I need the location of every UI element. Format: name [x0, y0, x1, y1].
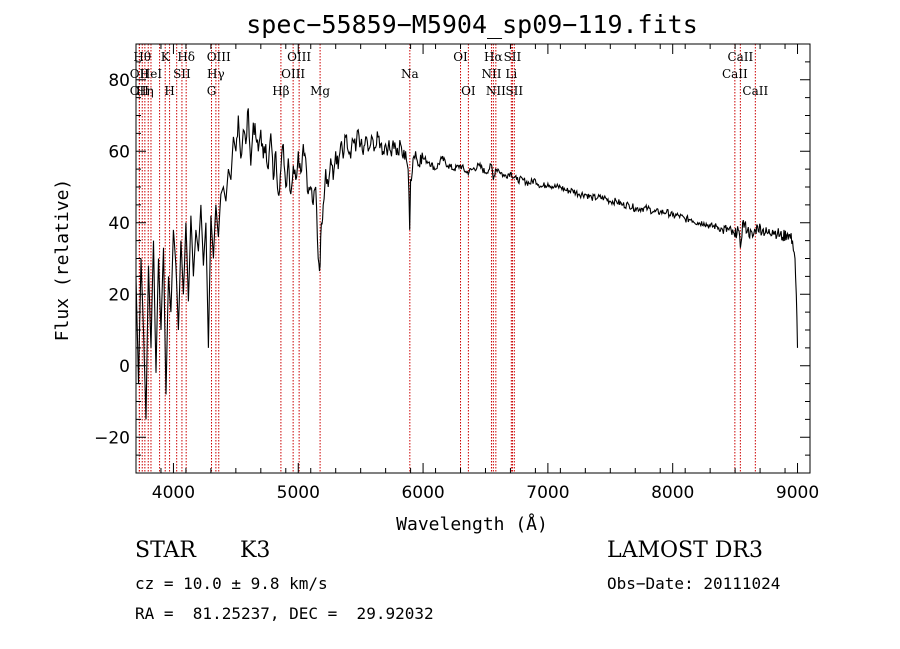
spectral-line-label: HeI — [140, 67, 163, 81]
coordinates: RA = 81.25237, DEC = 29.92032 — [135, 604, 434, 623]
survey-name: LAMOST DR3 — [607, 538, 763, 563]
y-axis-label: Flux (relative) — [52, 179, 73, 342]
x-tick-label: 8000 — [651, 483, 694, 503]
spectral-line-label: Hη — [136, 84, 154, 98]
x-tick-label: 9000 — [776, 483, 819, 503]
spectral-line-label: OII — [130, 67, 150, 81]
x-axis-label: Wavelength (Å) — [396, 513, 548, 535]
spectral-line-label: H — [164, 84, 174, 98]
spectral-line-label: Na — [401, 67, 419, 81]
y-tick-label: 60 — [108, 142, 130, 162]
spectral-line-label: Hδ — [177, 50, 195, 64]
spectral-line-label: SII — [504, 50, 522, 64]
spectral-line-labels: HθOIIOIIHηHeIKHSIIHδGHγOIIIHβOIIIOIIIMgN… — [130, 50, 769, 98]
chart-title: spec−55859−M5904_sp09−119.fits — [246, 10, 698, 39]
spectral-line-label: CaII — [727, 50, 753, 64]
spectral-line-label: SII — [505, 84, 523, 98]
y-tick-label: 20 — [108, 285, 130, 305]
x-tick-label: 7000 — [526, 483, 569, 503]
spectral-line-label: Hγ — [207, 67, 225, 81]
redshift-value: cz = 10.0 ± 9.8 km/s — [135, 574, 328, 593]
spectral-line-label: OIII — [287, 50, 311, 64]
spectral-line-label: OIII — [281, 67, 305, 81]
y-tick-label: 40 — [108, 214, 130, 234]
object-subclass: K3 — [240, 538, 271, 563]
y-axis-ticks: −20 0 20 40 60 80 — [94, 43, 810, 474]
x-tick-label: 5000 — [277, 483, 320, 503]
spectral-line-label: Hβ — [272, 84, 289, 98]
object-class: STAR — [135, 538, 196, 563]
spectral-line-label: Mg — [310, 84, 330, 98]
x-tick-label: 4000 — [152, 483, 195, 503]
spectral-line-label: OII — [130, 84, 150, 98]
spectral-line-label: K — [161, 50, 171, 64]
spectral-line-label: NII — [481, 67, 501, 81]
spectral-line-label: CaII — [742, 84, 768, 98]
x-tick-label: 6000 — [401, 483, 444, 503]
spectral-line-label: Li — [505, 67, 517, 81]
flux-series-line — [135, 108, 799, 420]
spectral-line-label: OI — [453, 50, 468, 64]
spectral-line-label: OI — [461, 84, 476, 98]
spectral-line-label: OIII — [207, 50, 231, 64]
plot-frame — [135, 43, 811, 474]
x-axis-ticks: 4000 5000 6000 7000 8000 9000 — [135, 44, 819, 503]
y-tick-label: −20 — [94, 428, 130, 448]
spectrum-chart: spec−55859−M5904_sp09−119.fits HθOIIOIIH… — [52, 10, 819, 535]
spectral-line-label: SII — [173, 67, 191, 81]
observation-date: Obs−Date: 20111024 — [607, 574, 781, 593]
y-tick-label: 0 — [119, 357, 130, 377]
spectral-line-label: Hα — [484, 50, 503, 64]
spectral-line-label: Hθ — [133, 50, 151, 64]
spectral-line-label: CaII — [722, 67, 748, 81]
spectral-line-markers — [138, 44, 756, 473]
y-tick-label: 80 — [108, 71, 130, 91]
spectral-line-label: G — [207, 84, 217, 98]
spectral-line-label: NII — [486, 84, 506, 98]
